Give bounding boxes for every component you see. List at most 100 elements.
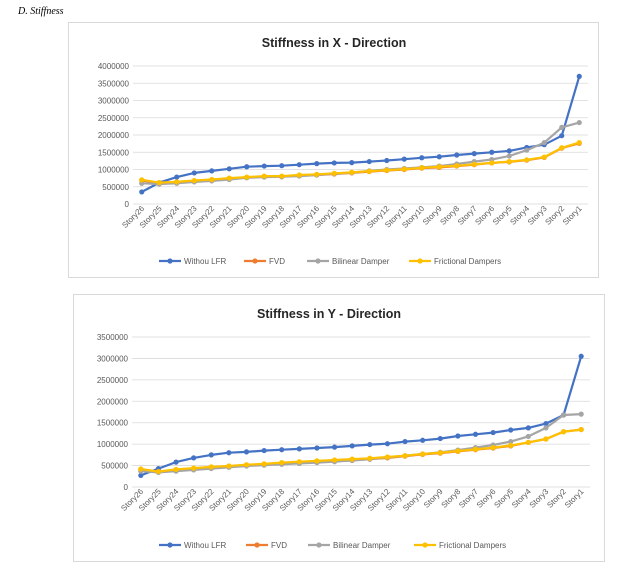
data-point — [279, 447, 285, 453]
data-point — [471, 161, 477, 167]
data-point — [471, 151, 477, 157]
data-point — [191, 170, 197, 176]
stiffness-x-chart-svg: Stiffness in X - Direction 0 500000 1000000… — [98, 36, 588, 266]
data-point — [384, 441, 391, 447]
legend-swatch-marker — [315, 258, 321, 264]
data-point — [261, 163, 267, 169]
data-point — [508, 438, 514, 445]
data-point — [543, 420, 549, 427]
data-point — [524, 157, 530, 163]
y-tick-label: 3500000 — [98, 79, 130, 88]
data-point — [508, 442, 514, 449]
data-point — [226, 166, 232, 172]
data-point — [138, 472, 144, 479]
y-tick-label: 2000000 — [98, 131, 130, 140]
data-point — [559, 124, 565, 131]
data-point — [296, 162, 302, 168]
y-tick-label: 1000000 — [97, 440, 129, 449]
stiffness-x-chart: Stiffness in X - Direction 0 500000 1000000… — [68, 22, 599, 278]
data-point — [420, 451, 426, 457]
data-point — [541, 154, 547, 160]
y-tick-label: 2500000 — [98, 114, 130, 123]
data-point — [436, 154, 442, 160]
data-point — [543, 436, 549, 442]
data-point — [559, 145, 565, 151]
data-point — [525, 439, 531, 446]
data-point — [349, 160, 355, 166]
legend-swatch-marker — [252, 258, 258, 264]
series-frictional-dampers — [139, 139, 582, 186]
legend-label: Withou LFR — [184, 541, 226, 550]
data-point — [384, 167, 390, 173]
y-tick-label: 500000 — [101, 462, 128, 471]
y-tick-label: 3000000 — [98, 97, 130, 106]
data-point — [455, 433, 461, 439]
legend-swatch-marker — [316, 542, 322, 548]
data-point — [437, 435, 443, 442]
y-tick-label: 2000000 — [97, 397, 129, 406]
data-point — [314, 458, 320, 464]
series-line — [140, 355, 583, 477]
data-point — [209, 176, 215, 183]
data-point — [578, 411, 584, 417]
data-point — [139, 177, 145, 183]
data-point — [436, 164, 442, 170]
data-point — [454, 163, 460, 169]
y-tick-label: 3000000 — [97, 354, 129, 363]
legend-label: Bilinear Damper — [332, 257, 390, 266]
legend: Withou LFR FVD Bilinear Damper Frictional D… — [159, 257, 501, 266]
section-heading: D. Stiffness — [18, 6, 64, 17]
x-tick-label: Story1 — [561, 204, 584, 227]
data-point — [314, 171, 320, 177]
data-point — [226, 175, 232, 181]
legend-swatch-marker — [422, 542, 428, 548]
legend-label: Bilinear Damper — [333, 541, 391, 550]
data-point — [331, 170, 337, 176]
data-point — [560, 429, 567, 435]
data-point — [454, 152, 460, 158]
data-point — [525, 425, 531, 431]
data-point — [402, 453, 408, 459]
stiffness-y-chart: Stiffness in Y - Direction 0 500000 1000000… — [73, 294, 605, 562]
data-point — [191, 177, 197, 184]
data-point — [314, 445, 320, 451]
data-point — [138, 466, 144, 472]
data-point — [419, 165, 425, 171]
data-point — [226, 463, 232, 469]
stiffness-y-chart-svg: Stiffness in Y - Direction 0 500000 1000000… — [97, 307, 590, 550]
data-point — [401, 166, 407, 172]
data-point — [578, 353, 584, 359]
y-tick-label: 0 — [124, 483, 129, 492]
y-tick-label: 3500000 — [97, 333, 129, 342]
legend-label: Frictional Dampers — [439, 541, 506, 550]
data-point — [489, 160, 495, 166]
legend-label: FVD — [269, 257, 285, 266]
series-line — [141, 75, 581, 193]
y-tick-label: 500000 — [102, 183, 129, 192]
data-point — [419, 155, 425, 161]
data-point — [243, 462, 250, 468]
data-point — [490, 444, 496, 451]
series-withou-lfr — [139, 73, 582, 195]
chart-title: Stiffness in X - Direction — [262, 36, 406, 50]
data-point — [331, 160, 337, 166]
data-point — [208, 464, 214, 470]
data-point — [524, 147, 530, 153]
data-point — [490, 429, 496, 436]
data-point — [367, 441, 373, 448]
data-point — [455, 448, 461, 454]
data-point — [279, 173, 285, 179]
data-point — [525, 433, 531, 440]
data-point — [226, 450, 232, 456]
data-point — [261, 461, 267, 467]
data-point — [489, 149, 495, 155]
data-point — [349, 169, 355, 175]
data-point — [578, 426, 584, 433]
data-point — [174, 179, 180, 185]
data-point — [472, 431, 479, 437]
data-point — [402, 438, 408, 445]
data-point — [156, 180, 162, 186]
data-point — [296, 446, 302, 452]
x-tick-label: Story1 — [563, 487, 586, 510]
data-point — [576, 119, 582, 126]
